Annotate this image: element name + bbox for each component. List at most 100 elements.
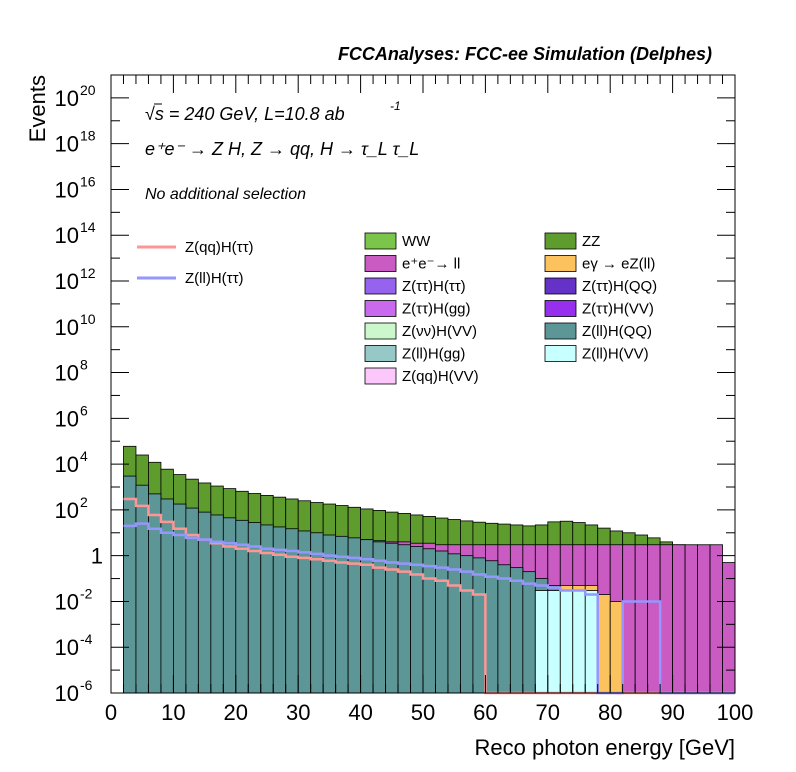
y-tick-label: 10 [55,132,79,157]
bar-ee_ll-45 [684,544,698,694]
bar-Zll_HQQ-3 [160,498,174,694]
x-tick-label-0: 0 [105,700,117,725]
x-tick-label-10: 10 [161,700,185,725]
y-tick-label: 10 [55,177,79,202]
bar-Zll_HVV-36 [572,590,586,694]
bar-Zll_HQQ-22 [397,544,411,694]
annotations: √s = 240 GeV, L=10.8 ab -1 e⁺e⁻ → Z H, Z →… [145,99,419,203]
line-sig_ll [123,522,735,695]
legend: Z(qq)H(ττ) Z(ll)H(ττ) WW ZZ e⁺e⁻→ ll eγ → eZ(… [137,232,657,385]
legend-swatch-egamma [544,255,577,272]
bar-Zll_HQQ-31 [509,567,524,694]
bar-Zll_HQQ-4 [172,503,187,694]
bar-Zll_HQQ-2 [148,493,162,694]
legend-label-Zqq_HVV: Z(qq)H(VV) [402,368,479,385]
legend-label-Ztt_Htt: Z(ττ)H(ττ) [402,278,466,295]
legend-label-ee_ll: e⁺e⁻→ ll [402,256,460,273]
bar-Zll_HQQ-20 [372,541,386,694]
legend-swatch-Ztt_Htt [364,277,397,295]
legend-label-Zvv_HVV: Z(νν)H(VV) [402,323,477,340]
y-tick-label: 10 [55,86,79,111]
bar-ee_ll-43 [659,544,673,694]
y-tick-label: 10 [55,589,79,614]
bar-Zll_HVV-35 [559,590,574,694]
y-tick-exponent: 10 [80,311,96,327]
x-tick-label-60: 60 [473,700,497,725]
legend-swatch-Ztt_HVV [544,300,577,317]
bar-egamma-39 [609,601,624,694]
x-tick-label-30: 30 [286,700,310,725]
legend-label-Ztt_HVV: Z(ττ)H(VV) [582,301,654,318]
x-tick-label-90: 90 [660,700,684,725]
y-tick-exponent: -2 [80,585,93,601]
y-tick-exponent: 6 [80,402,88,418]
annotation-selection: No additional selection [145,186,306,203]
y-tick-exponent: 18 [80,128,96,144]
legend-swatch-Zqq_HVV [364,367,397,385]
legend-swatch-WW [364,232,397,250]
y-tick-exponent: 12 [80,265,96,281]
bar-ee_ll-40 [622,544,636,694]
bar-Zll_HVV-37 [584,590,599,694]
bar-Zll_HQQ-21 [385,542,399,694]
bar-Zll_HQQ-1 [135,484,149,694]
legend-label-Ztt_Hgg: Z(ττ)H(gg) [402,301,471,318]
y-tick-label: 10 [55,406,79,431]
y-tick-exponent: -4 [80,631,93,647]
annotation-lumi-exponent: -1 [390,99,401,113]
y-tick-exponent: -6 [80,677,93,693]
bar-Zll_HQQ-30 [497,564,511,694]
bar-Zll_HQQ-10 [247,522,262,694]
bar-Zll_HQQ-18 [347,537,361,694]
bar-ee_ll-48 [722,562,736,694]
y-tick-label: 10 [55,681,79,706]
legend-label-sig_ll: Z(ll)H(ττ) [185,270,244,287]
y-tick-label: 1 [91,544,103,569]
x-tick-label-80: 80 [598,700,622,725]
bar-egamma-38 [597,594,611,694]
y-tick-exponent: 8 [80,357,88,373]
bar-Zll_HQQ-14 [297,530,312,694]
x-tick-label-70: 70 [536,700,560,725]
y-tick-label: 10 [55,315,79,340]
legend-label-ZZ: ZZ [582,233,600,250]
legend-label-sig_qq: Z(qq)H(ττ) [185,239,254,256]
bar-Zll_HQQ-9 [235,519,249,694]
chart-title: FCCAnalyses: FCC-ee Simulation (Delphes) [338,44,712,64]
bar-ee_ll-47 [709,544,723,694]
y-tick-label: 10 [55,498,79,523]
bar-Zll_HQQ-12 [272,526,287,694]
y-tick-exponent: 14 [80,219,96,235]
bar-Zll_HQQ-26 [447,553,461,694]
bar-Zll_HQQ-16 [322,534,337,694]
bar-Zll_HQQ-27 [460,555,474,694]
y-tick-label: 10 [55,635,79,660]
legend-label-Zll_HVV: Z(ll)H(VV) [582,346,649,363]
legend-label-egamma: eγ → eZ(ll) [582,256,655,273]
legend-swatch-ee_ll [364,255,397,272]
bar-Zll_HQQ-13 [285,528,299,694]
bar-Zll_HQQ-19 [360,539,374,694]
legend-swatch-Zll_Hgg [364,345,397,362]
bar-Zll_HVV-33 [534,590,549,694]
bar-Zll_HQQ-24 [422,548,436,694]
y-tick-label: 10 [55,223,79,248]
legend-swatch-Ztt_Hgg [364,300,397,317]
annotation-energy-lumi: √s = 240 GeV, L=10.8 ab [145,104,345,124]
legend-label-Zll_HQQ: Z(ll)H(QQ) [582,323,652,340]
bar-Zll_HQQ-23 [410,546,424,694]
legend-swatch-Ztt_HQQ [544,277,577,295]
bar-Zll_HQQ-32 [522,571,536,694]
x-tick-label-40: 40 [348,700,372,725]
legend-label-WW: WW [402,233,431,250]
legend-swatch-ZZ [544,232,577,250]
bar-ee_ll-44 [672,544,686,694]
x-tick-label-50: 50 [411,700,435,725]
bar-Zll_HQQ-28 [472,557,486,694]
bar-Zll_HQQ-0 [123,475,137,694]
annotation-process: e⁺e⁻ → Z H, Z → qq, H → τ_L τ_L [145,139,419,159]
legend-swatch-Zll_HVV [544,345,577,362]
bar-ee_ll-46 [697,544,711,694]
